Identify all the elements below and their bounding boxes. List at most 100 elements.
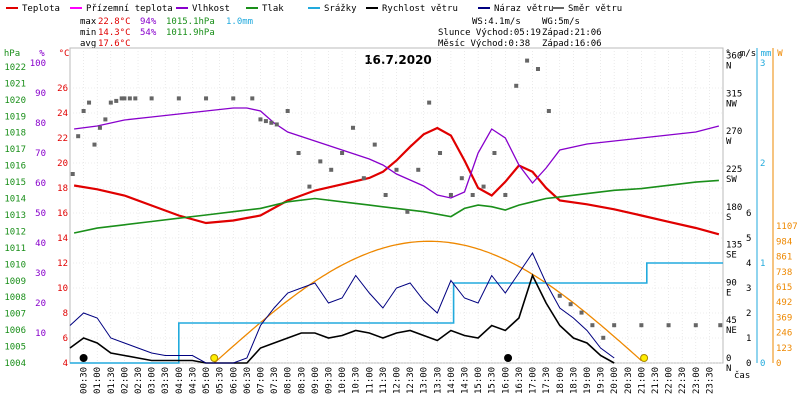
wind-direction-point xyxy=(250,96,255,101)
x-tick: 14:30 xyxy=(461,367,471,394)
stat-value: Měsíc Východ:0:38 xyxy=(438,39,530,49)
legend-label: Teplota xyxy=(22,4,60,14)
wind-direction-point xyxy=(329,167,334,172)
wind-direction-point xyxy=(383,193,388,197)
x-tick: 04:30 xyxy=(188,367,198,394)
x-tick: 05:00 xyxy=(202,367,212,394)
x-tick: 10:30 xyxy=(352,367,362,394)
stat-value: max xyxy=(80,17,97,27)
x-tick: 15:00 xyxy=(474,367,484,394)
deg-tick: 270 xyxy=(726,127,742,137)
wind-direction-point xyxy=(133,96,138,101)
wind-direction-point xyxy=(693,323,698,328)
stats-block: max 22.8°C 94% 1015.1hPa 1.0mm WS:4.1m/s WG:5m… xyxy=(80,17,602,49)
x-tick: 13:30 xyxy=(433,367,443,394)
hpa-tick: 1022 xyxy=(4,63,26,73)
series-line xyxy=(74,107,720,199)
plot-series xyxy=(69,58,723,364)
axis-unit: ° xyxy=(725,49,730,59)
wind-direction-point xyxy=(416,167,421,172)
series-line xyxy=(69,273,615,364)
hpa-tick: 1009 xyxy=(4,277,26,287)
pct-tick: 80 xyxy=(35,119,46,129)
deg-direction: N xyxy=(726,62,731,72)
right-axes: ° m/s mm W0N45NE90E135SE180S225SW270W315NW3… xyxy=(725,48,798,374)
stat-value: Západ:21:06 xyxy=(542,28,602,38)
x-tick: 22:30 xyxy=(678,367,688,394)
wind-direction-point xyxy=(470,193,475,197)
wind-direction-point xyxy=(361,176,366,181)
wind-direction-point xyxy=(76,134,81,139)
plot-grid xyxy=(69,47,724,364)
deg-direction: SE xyxy=(726,251,737,261)
stat-value: Slunce Východ:05:19 xyxy=(438,28,541,38)
x-tick: 05:30 xyxy=(216,367,226,394)
sun-marker xyxy=(210,354,219,362)
stat-value: 17.6°C xyxy=(98,39,131,49)
x-tick: 23:30 xyxy=(705,367,715,394)
wind-direction-point xyxy=(307,184,312,189)
wind-direction-point xyxy=(350,125,355,130)
moon-marker xyxy=(504,354,513,362)
stat-value: 1.0mm xyxy=(226,17,253,27)
wind-direction-point xyxy=(427,100,432,105)
wind-direction-point xyxy=(176,96,181,101)
x-tick: 08:00 xyxy=(284,367,294,394)
hpa-tick: 1012 xyxy=(4,227,26,237)
wind-direction-point xyxy=(81,109,86,113)
legend-label: Rychlost větru xyxy=(382,4,458,14)
temp-tick: 10 xyxy=(57,284,68,294)
pct-tick: 90 xyxy=(35,89,46,99)
wind-direction-point xyxy=(514,83,519,88)
x-tick: 19:30 xyxy=(597,367,607,394)
wind-direction-point xyxy=(557,293,562,298)
x-tick: 04:00 xyxy=(175,367,185,394)
wm2-tick: 861 xyxy=(776,253,792,263)
x-tick: 02:30 xyxy=(134,367,144,394)
wind-direction-point xyxy=(448,193,453,197)
hpa-tick: 1014 xyxy=(4,195,26,205)
axis-unit: °C xyxy=(59,49,70,59)
deg-direction: NE xyxy=(726,326,737,336)
x-axis: 00:30 01:00 01:30 02:00 02:30 03:00 03:30 04:00… xyxy=(80,367,751,394)
pct-tick: 60 xyxy=(35,179,46,189)
x-tick: 19:00 xyxy=(583,367,593,394)
wind-direction-point xyxy=(579,310,584,315)
wind-direction-point xyxy=(612,323,617,328)
wind-direction-point xyxy=(87,100,92,105)
wind-direction-point xyxy=(318,159,323,164)
wind-direction-point xyxy=(503,193,508,197)
wm2-tick: 738 xyxy=(776,268,792,278)
legend-label: Přízemní teplota xyxy=(86,4,173,14)
wind-direction-point xyxy=(394,167,399,172)
wind-direction-point xyxy=(718,323,723,328)
wind-direction-point xyxy=(231,96,236,101)
wind-direction-point xyxy=(525,58,530,63)
ms-tick: 0 xyxy=(746,359,751,369)
x-tick: 01:30 xyxy=(107,367,117,394)
x-tick: 18:30 xyxy=(569,367,579,394)
deg-tick: 90 xyxy=(726,278,737,288)
mm-tick: 2 xyxy=(760,159,765,169)
x-tick: 08:30 xyxy=(297,367,307,394)
wind-direction-point xyxy=(127,96,132,101)
temp-tick: 20 xyxy=(57,159,68,169)
series-line xyxy=(70,262,723,364)
deg-direction: NW xyxy=(726,99,737,109)
temp-tick: 8 xyxy=(63,309,68,319)
ms-tick: 6 xyxy=(746,209,751,219)
wind-direction-point xyxy=(258,117,263,122)
deg-direction: E xyxy=(726,288,731,298)
wind-direction-point xyxy=(204,96,209,101)
wind-direction-point xyxy=(546,109,551,113)
stat-value: avg xyxy=(80,39,96,49)
chart-title: 16.7.2020 xyxy=(364,53,432,67)
x-tick: 09:30 xyxy=(324,367,334,394)
ms-tick: 2 xyxy=(746,309,751,319)
hpa-tick: 1018 xyxy=(4,129,26,139)
x-tick: 15:30 xyxy=(488,367,498,394)
x-tick: 07:30 xyxy=(270,367,280,394)
deg-tick: 0 xyxy=(726,354,731,364)
x-tick: 20:00 xyxy=(610,367,620,394)
